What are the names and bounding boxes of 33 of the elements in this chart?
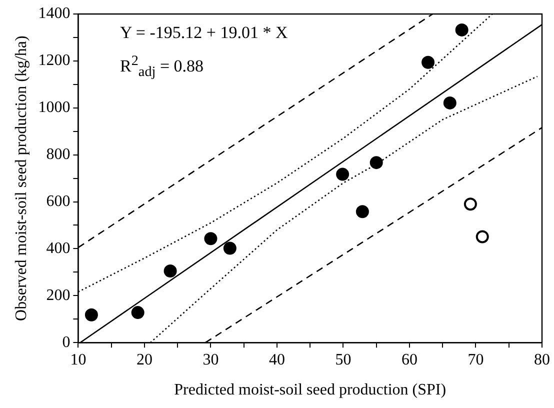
point (455, 23, 468, 36)
x-tick-label: 40 (268, 351, 285, 368)
y-tick-label: 200 (46, 286, 70, 304)
y-tick-label: 1400 (38, 5, 70, 22)
x-tick-label: 20 (136, 351, 152, 368)
annotation: R$^{2}$$_{adj}$ = 0.88 (120, 52, 205, 82)
point (223, 242, 236, 255)
annotation: Y = -195.12 + 19.01 * X (120, 22, 288, 44)
x-axis-title: Predicted moist-soil seed production (SPI) (174, 382, 446, 399)
point (370, 156, 383, 170)
x-tick-label: 70 (468, 351, 484, 368)
y-tick-label: 1200 (38, 52, 70, 70)
x-tick-label: 80 (534, 351, 550, 368)
x-tick-label: 50 (335, 351, 352, 368)
point (464, 198, 477, 211)
point (422, 56, 435, 69)
y-tick-label: 1000 (38, 99, 70, 116)
y-axis-title: Observed moist-soil seed production (kg/ha) (12, 36, 30, 321)
y-tick-label: 600 (46, 192, 70, 210)
point (443, 96, 456, 110)
x-tick-label: 30 (202, 351, 219, 368)
y-tick-label: 400 (46, 240, 70, 257)
y-tick-label: 0 (62, 334, 70, 351)
x-tick-label: 60 (401, 351, 418, 368)
y-tick-label: 800 (46, 146, 70, 164)
x-tick-label: 10 (70, 351, 86, 368)
point (164, 264, 177, 278)
point (84, 308, 98, 322)
point (356, 205, 369, 218)
point (131, 306, 144, 320)
point (336, 168, 350, 181)
point (204, 232, 218, 246)
point (476, 230, 489, 244)
